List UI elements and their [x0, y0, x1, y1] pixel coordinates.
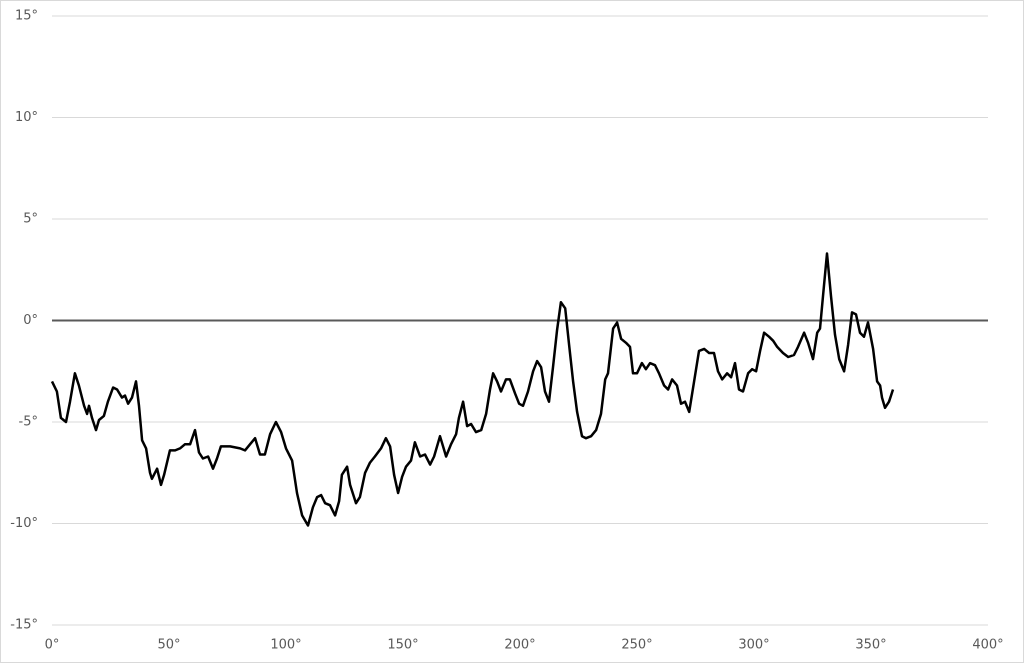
x-tick-label: 200° [504, 638, 535, 653]
x-tick-label: 50° [157, 638, 180, 653]
y-tick-label: 10° [15, 110, 38, 125]
x-tick-label: 350° [855, 638, 886, 653]
x-tick-label: 300° [738, 638, 769, 653]
y-tick-label: 0° [23, 313, 38, 328]
x-tick-label: 250° [621, 638, 652, 653]
y-tick-label: 15° [15, 9, 38, 24]
x-tick-label: 150° [387, 638, 418, 653]
x-tick-label: 0° [45, 638, 60, 653]
x-tick-label: 100° [270, 638, 301, 653]
x-tick-label: 400° [972, 638, 1003, 653]
y-tick-label: -10° [10, 516, 38, 531]
y-tick-label: -5° [19, 415, 38, 430]
data-line [50, 252, 895, 527]
y-tick-label: 5° [23, 212, 38, 227]
y-tick-label: -15° [10, 618, 38, 633]
